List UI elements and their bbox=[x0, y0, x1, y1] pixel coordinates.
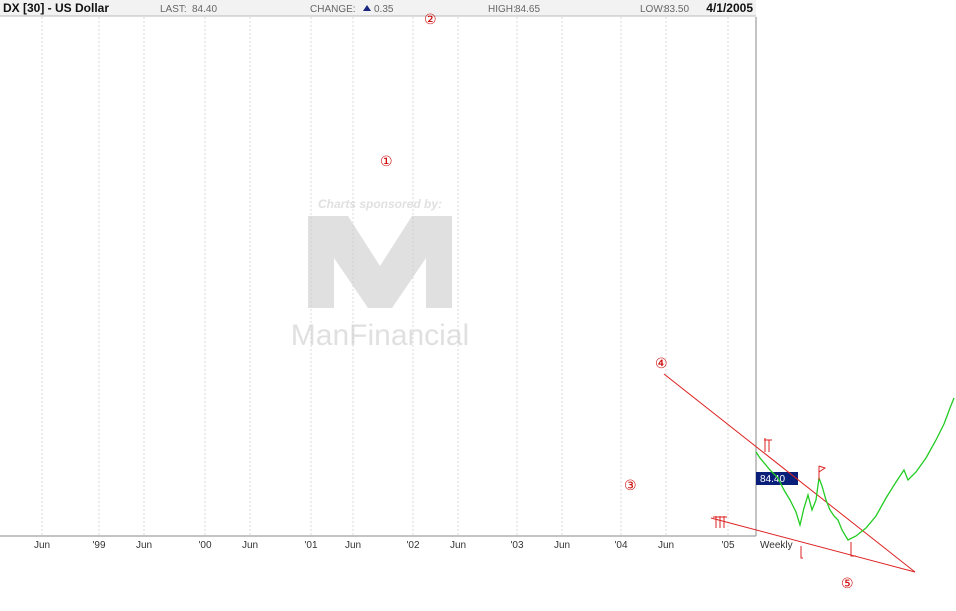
wave-3-label: ③ bbox=[624, 478, 637, 494]
header-bar bbox=[0, 0, 756, 16]
high-label: HIGH: bbox=[488, 4, 516, 15]
low-value: 83.50 bbox=[664, 4, 689, 15]
change-value: 0.35 bbox=[374, 4, 394, 15]
x-tick-label: '02 bbox=[406, 540, 419, 551]
mark-l-icon bbox=[850, 542, 856, 557]
x-tick-label: '03 bbox=[510, 540, 523, 551]
mark-ii-icon bbox=[764, 438, 772, 452]
mark-iii-icon bbox=[713, 516, 727, 528]
x-tick-label: Jun bbox=[345, 540, 361, 551]
upper-trendline bbox=[663, 373, 916, 573]
last-label: LAST: bbox=[160, 4, 187, 15]
x-tick-label: Jun bbox=[658, 540, 674, 551]
x-axis-ticks: Jun '99 Jun '00 Jun '01 Jun '02 Jun '03 Jun '04 Jun '… bbox=[34, 540, 735, 551]
x-tick-label: '04 bbox=[614, 540, 627, 551]
x-tick-label: '01 bbox=[304, 540, 317, 551]
symbol-title: DX [30] - US Dollar bbox=[3, 1, 109, 15]
last-value: 84.40 bbox=[192, 4, 217, 15]
high-value: 84.65 bbox=[515, 4, 540, 15]
current-price-box bbox=[756, 472, 798, 485]
sponsor-brand: ManFinancial bbox=[291, 319, 469, 352]
x-tick-label: Jun bbox=[34, 540, 50, 551]
wave-4-label: ④ bbox=[655, 356, 668, 372]
projection-path bbox=[755, 397, 955, 541]
mark-p-icon bbox=[818, 465, 827, 480]
wave-5-label: ⑤ bbox=[841, 576, 854, 592]
x-tick-label: Jun bbox=[554, 540, 570, 551]
current-price-label: 84.40 bbox=[760, 474, 785, 485]
x-tick-label: Jun bbox=[136, 540, 152, 551]
x-tick-label: Jun bbox=[242, 540, 258, 551]
change-label: CHANGE: bbox=[310, 4, 356, 15]
up-arrow-icon bbox=[363, 5, 371, 11]
wave-2-label: ② bbox=[424, 12, 437, 28]
sponsor-text: Charts sponsored by: bbox=[318, 197, 442, 211]
x-tick-label: Jun bbox=[450, 540, 466, 551]
chart-grid bbox=[41, 17, 729, 536]
sponsor-watermark: Charts sponsored by: ManFinancial bbox=[291, 197, 469, 352]
x-tick-label: '00 bbox=[198, 540, 211, 551]
x-tick-label: '99 bbox=[92, 540, 105, 551]
period-label: Weekly bbox=[760, 540, 793, 551]
wave-1-label: ① bbox=[380, 154, 393, 170]
mark-o-icon bbox=[800, 546, 803, 559]
header-date: 4/1/2005 bbox=[706, 1, 753, 15]
low-label: LOW: bbox=[640, 4, 665, 15]
x-tick-label: '05 bbox=[721, 540, 734, 551]
lower-trendline bbox=[710, 517, 916, 573]
sponsor-logo-icon bbox=[308, 216, 452, 308]
